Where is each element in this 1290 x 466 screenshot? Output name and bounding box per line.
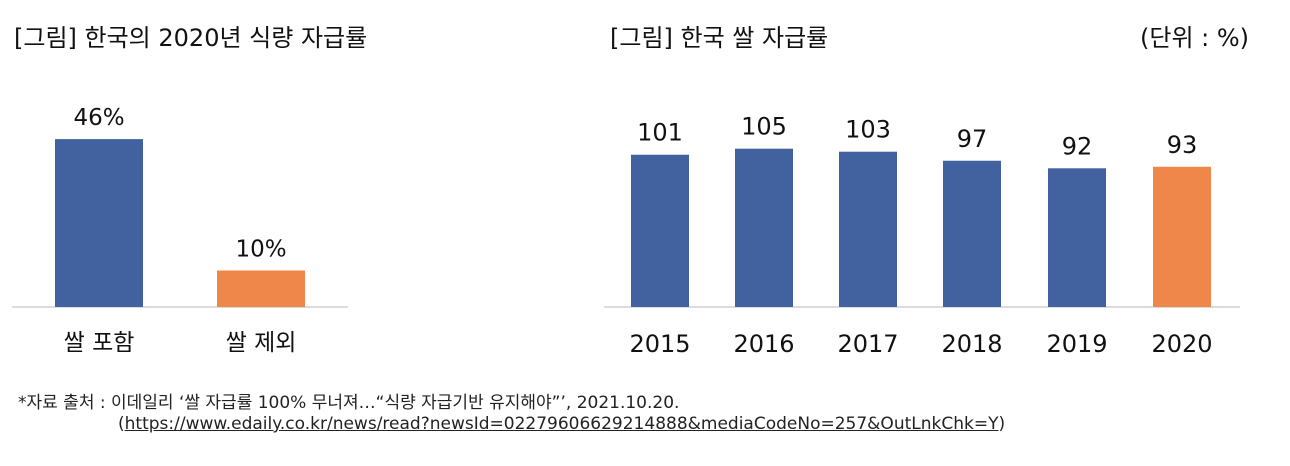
right-category-label-0: 2015 [629,330,690,358]
unit-label: (단위 : %) [1140,24,1250,52]
left-bar-1 [217,270,305,307]
right-bar-3 [943,160,1001,307]
right-chart-title: [그림] 한국 쌀 자급률 [610,24,829,52]
url-close-paren: ) [998,414,1006,434]
right-bar-2 [839,151,897,307]
right-category-label-2: 2017 [837,330,898,358]
source-note: *자료 출처 : 이데일리 ‘쌀 자급률 100% 무너져…“식량 자급기반 유… [18,393,680,413]
right-data-label-1: 105 [741,113,787,141]
right-category-label-3: 2018 [941,330,1002,358]
left-data-label-0: 46% [73,105,124,131]
right-bar-1 [735,148,793,307]
right-category-label-4: 2019 [1046,330,1107,358]
right-bar-5 [1153,166,1211,307]
left-data-label-1: 10% [235,237,286,263]
right-data-label-3: 97 [957,125,988,153]
right-data-label-4: 92 [1062,132,1093,160]
right-category-label-5: 2020 [1151,330,1212,358]
url-open-paren: ( [118,414,125,434]
left-bar-0 [55,139,143,307]
right-data-label-0: 101 [637,119,683,147]
right-bar-4 [1048,168,1106,307]
source-url-line: (https://www.edaily.co.kr/news/read?news… [118,414,1005,434]
right-category-label-1: 2016 [733,330,794,358]
source-link[interactable]: https://www.edaily.co.kr/news/read?newsI… [124,414,999,434]
right-data-label-5: 93 [1167,131,1198,159]
right-bar-0 [631,154,689,307]
left-chart-title: [그림] 한국의 2020년 식량 자급률 [14,24,368,52]
left-category-label-1: 쌀 제외 [226,330,297,356]
right-data-label-2: 103 [845,116,891,144]
left-category-label-0: 쌀 포함 [64,330,135,356]
